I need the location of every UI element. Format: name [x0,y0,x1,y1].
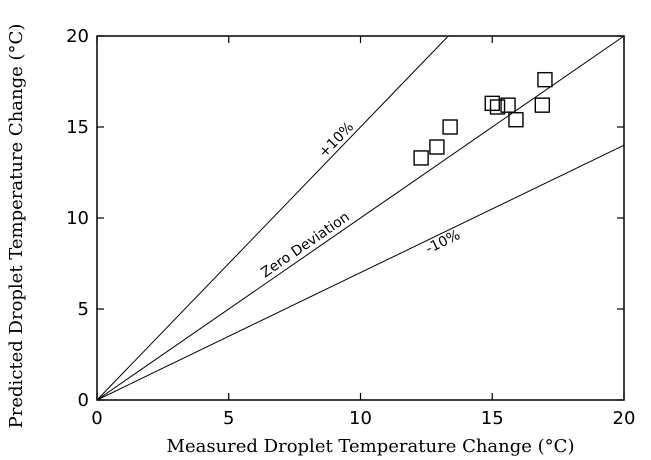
y-axis-title: Predicted Droplet Temperature Change (°C… [6,24,27,429]
y-tick-labels: 0 5 10 15 20 [66,26,89,411]
x-tick-label-1: 0 [91,408,102,429]
x-axis-title: Measured Droplet Temperature Change (°C) [167,436,575,457]
x-tick-labels: 0 5 10 15 20 [91,408,635,429]
x-tick-label-2: 5 [223,408,234,429]
y-tick-label-5: 20 [66,26,89,47]
data-point-4 [484,95,500,112]
y-tick-label-2: 5 [78,299,89,320]
x-tick-label-3: 10 [349,408,372,429]
data-point-6 [500,97,516,113]
y-tick-label-1: 0 [78,390,89,411]
y-tick-label-3: 10 [66,208,89,229]
reference-line-label-3: -10% [423,227,463,257]
x-tick-label-5: 20 [613,408,636,429]
reference-line-label-1: +10% [316,119,357,161]
reference-lines [96,35,625,401]
data-point-9 [537,71,553,88]
data-point-7 [508,112,524,128]
reference-line-3 [96,144,625,401]
reference-line-1 [96,35,449,401]
data-point-2 [429,139,445,155]
data-point-1 [413,150,429,166]
axis-ticks [96,35,625,401]
y-tick-label-4: 15 [66,117,89,138]
data-point-3 [442,119,458,135]
reference-line-labels: +10% Zero Deviation -10% [258,119,463,281]
data-point-5 [489,99,506,115]
data-point-8 [534,97,551,113]
reference-line-2 [96,35,625,401]
data-points [413,71,553,166]
reference-line-label-2: Zero Deviation [258,209,352,281]
x-tick-label-4: 15 [481,408,504,429]
